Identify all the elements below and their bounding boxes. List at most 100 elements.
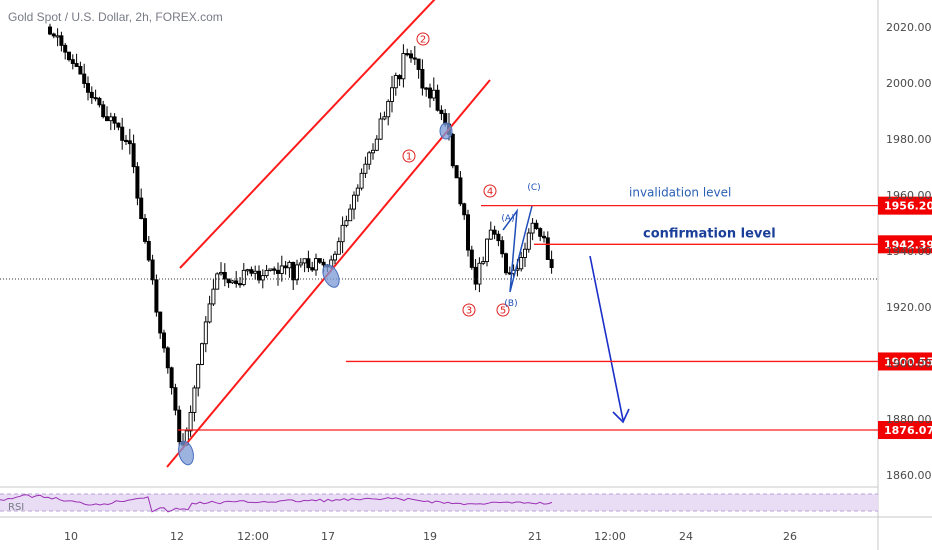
candle xyxy=(454,164,459,179)
wave-label-text: (C) xyxy=(527,183,540,193)
candle xyxy=(363,156,368,179)
candle xyxy=(158,311,163,339)
y-tick-label: 1920.00 xyxy=(886,301,932,314)
candle-body xyxy=(234,280,239,285)
candle-body xyxy=(469,249,474,268)
candle-body xyxy=(420,69,425,89)
touch-point-marker xyxy=(178,440,194,466)
candle xyxy=(359,168,364,191)
price-axis[interactable]: 1860.00 1880.00 1900.00 1920.00 1940.00 1960.… xyxy=(886,21,932,482)
price-tag[interactable]: 1876.07 xyxy=(878,421,932,440)
candle-body xyxy=(462,203,467,216)
wave-label: (A) xyxy=(501,214,514,224)
candle-body xyxy=(374,138,379,151)
candle xyxy=(298,258,303,268)
candle-body xyxy=(348,208,353,222)
candle xyxy=(371,143,376,160)
candle xyxy=(382,111,387,121)
candle xyxy=(211,279,216,307)
candle-body xyxy=(59,35,64,46)
candle-body xyxy=(504,253,509,274)
candle xyxy=(268,268,273,272)
candle xyxy=(420,59,425,96)
wave-label-text: 2 xyxy=(420,35,426,46)
candle xyxy=(295,259,300,285)
candle-body xyxy=(435,89,440,111)
horizontal-levels: 1956.20 invalidation level 1942.39 confirma… xyxy=(178,186,932,440)
candle-body xyxy=(139,197,144,219)
candle xyxy=(276,262,281,286)
candle-body xyxy=(142,218,147,242)
touch-point-marker xyxy=(322,264,340,288)
y-tick-label: 1880.00 xyxy=(886,413,932,426)
candle-body xyxy=(85,83,90,93)
candle-body xyxy=(367,152,372,165)
candle-body xyxy=(203,321,208,345)
candle-body xyxy=(390,87,395,102)
candle-body xyxy=(154,279,159,313)
candle-body xyxy=(268,268,273,271)
wave-label-text: 1 xyxy=(406,152,412,163)
time-axis[interactable]: 10 12 12:00 17 19 21 12:00 24 26 xyxy=(64,530,797,543)
candle xyxy=(386,99,391,126)
candle xyxy=(241,263,246,287)
candle xyxy=(397,74,402,86)
wave-label-text: (A) xyxy=(501,214,514,224)
candle xyxy=(230,279,235,285)
candle-body xyxy=(177,409,182,443)
price-tag-label: 1900.55 xyxy=(884,355,932,368)
candle-body xyxy=(549,259,554,268)
candle-body xyxy=(70,59,75,64)
wave-label: 2 xyxy=(416,32,430,46)
candle-body xyxy=(104,116,109,122)
candle-body xyxy=(131,143,136,168)
candle-body xyxy=(371,149,376,154)
candle-body xyxy=(359,172,364,189)
candle-body xyxy=(74,63,79,67)
wave-label: (B) xyxy=(504,299,517,309)
wave-label: 3 xyxy=(462,303,476,317)
candle xyxy=(450,132,455,169)
candle xyxy=(310,261,315,272)
candle xyxy=(466,209,471,257)
chart-title: Gold Spot / U.S. Dollar, 2h, FOREX.com xyxy=(8,10,223,24)
candle xyxy=(424,86,429,97)
wave-label-circle xyxy=(462,303,476,317)
wave-label-text: 5 xyxy=(500,306,506,317)
candle-body xyxy=(439,109,444,115)
price-tag[interactable]: 1942.39 xyxy=(878,235,932,254)
candle xyxy=(169,366,174,395)
candle-body xyxy=(321,261,326,266)
candle-body xyxy=(211,288,216,305)
candle xyxy=(85,76,90,101)
rsi-panel: RSI xyxy=(0,493,878,513)
price-tag-label: 1876.07 xyxy=(884,424,932,437)
candle xyxy=(97,96,102,108)
x-tick-label: 24 xyxy=(679,530,693,543)
price-tag[interactable]: 1956.20 xyxy=(878,196,932,215)
abc-correction-path xyxy=(502,205,533,293)
candle xyxy=(314,253,319,276)
candle xyxy=(485,238,490,267)
candle xyxy=(74,53,79,67)
candle-body xyxy=(317,258,322,263)
candle xyxy=(51,32,56,39)
candle xyxy=(439,105,444,121)
candle xyxy=(139,188,144,220)
candle xyxy=(481,256,486,266)
candle-body xyxy=(51,33,56,37)
candle-body xyxy=(458,177,463,205)
candle-body xyxy=(363,163,368,174)
candle-body xyxy=(120,126,125,141)
confirmation-level-label: confirmation level xyxy=(643,226,776,241)
candle xyxy=(523,242,528,267)
candle-body xyxy=(454,165,459,179)
price-tag[interactable]: 1900.55 xyxy=(878,352,932,371)
candle xyxy=(431,77,436,101)
candle xyxy=(108,112,113,131)
wave-label-circle xyxy=(496,303,510,317)
candle xyxy=(526,228,531,253)
candle-body xyxy=(496,233,501,242)
candle xyxy=(435,84,440,112)
